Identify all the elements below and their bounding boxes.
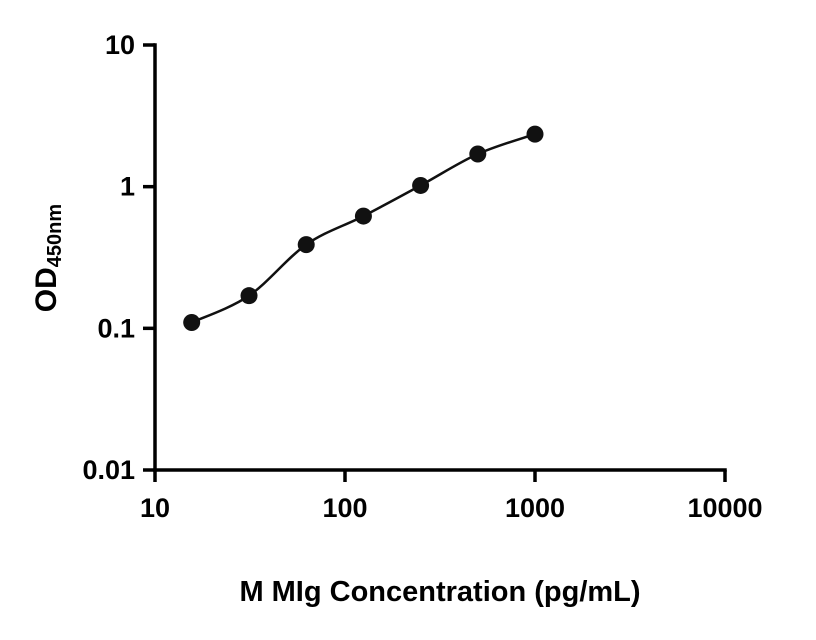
data-point-marker <box>469 145 487 163</box>
y-axis-title-sub: 450nm <box>44 204 66 267</box>
data-point-marker <box>354 207 372 225</box>
x-tick-label: 10000 <box>687 493 762 523</box>
y-tick-label: 10 <box>105 30 135 60</box>
y-axis-title-main: OD <box>30 267 63 312</box>
data-point-marker <box>526 125 544 143</box>
data-point-marker <box>183 313 201 331</box>
y-tick-label: 1 <box>120 172 135 202</box>
data-point-marker <box>240 287 258 305</box>
y-tick-label: 0.01 <box>82 455 135 485</box>
y-tick-label: 0.1 <box>97 313 135 343</box>
x-axis-title: M MIg Concentration (pg/mL) <box>239 576 640 608</box>
x-tick-label: 1000 <box>505 493 565 523</box>
y-axis-title: OD450nm <box>30 204 66 312</box>
data-point-marker <box>297 236 315 254</box>
data-point-marker <box>412 176 430 194</box>
plot-area: 10 100 1000 10000 10 1 0.1 0.01 <box>82 30 762 523</box>
x-tick-label: 100 <box>322 493 367 523</box>
x-tick-label: 10 <box>140 493 170 523</box>
